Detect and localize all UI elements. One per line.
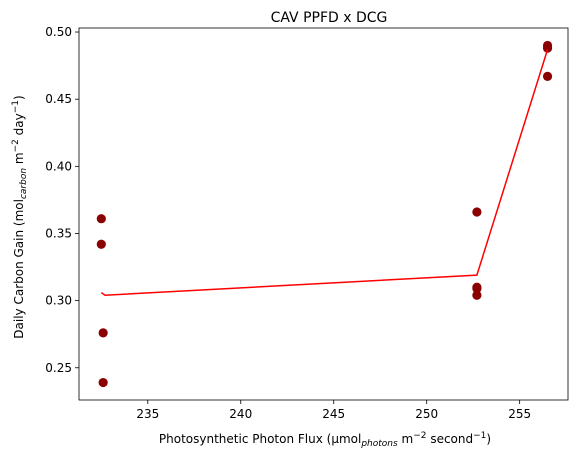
y-tick-label: 0.25 bbox=[45, 361, 72, 375]
scatter-point bbox=[472, 290, 482, 300]
y-tick-label: 0.50 bbox=[45, 25, 72, 39]
x-tick-label: 240 bbox=[229, 407, 252, 421]
fit-line bbox=[100, 49, 549, 297]
chart-title: CAV PPFD x DCG bbox=[271, 10, 388, 26]
scatter-point bbox=[542, 43, 553, 53]
y-axis-label: Daily Carbon Gain (molcarbon m−2 day−1) bbox=[11, 95, 29, 338]
plot-frame bbox=[78, 27, 569, 401]
y-tick-label: 0.45 bbox=[45, 92, 72, 106]
y-tick-label: 0.35 bbox=[45, 226, 72, 240]
scatter-point bbox=[96, 214, 106, 224]
y-tick-label: 0.30 bbox=[45, 294, 72, 308]
x-tick-label: 255 bbox=[508, 407, 531, 421]
scatter-point bbox=[472, 207, 482, 217]
x-axis-label: Photosynthetic Photon Flux (μmolphotons … bbox=[159, 431, 491, 449]
scatter-point bbox=[472, 283, 482, 294]
scatter-point bbox=[96, 239, 106, 249]
plot-layer bbox=[96, 40, 553, 388]
scatter-point bbox=[98, 328, 108, 338]
x-tick-label: 250 bbox=[415, 407, 438, 421]
scatter-point bbox=[98, 377, 108, 388]
x-tick-label: 245 bbox=[322, 407, 345, 421]
scatter-point bbox=[542, 71, 553, 81]
axes-layer: 235 240 245 250 255 0.25 0.30 0.35 0.40 0.45 0.50 bbox=[45, 25, 569, 421]
x-tick-label: 235 bbox=[136, 407, 159, 421]
y-tick-label: 0.40 bbox=[45, 159, 72, 173]
